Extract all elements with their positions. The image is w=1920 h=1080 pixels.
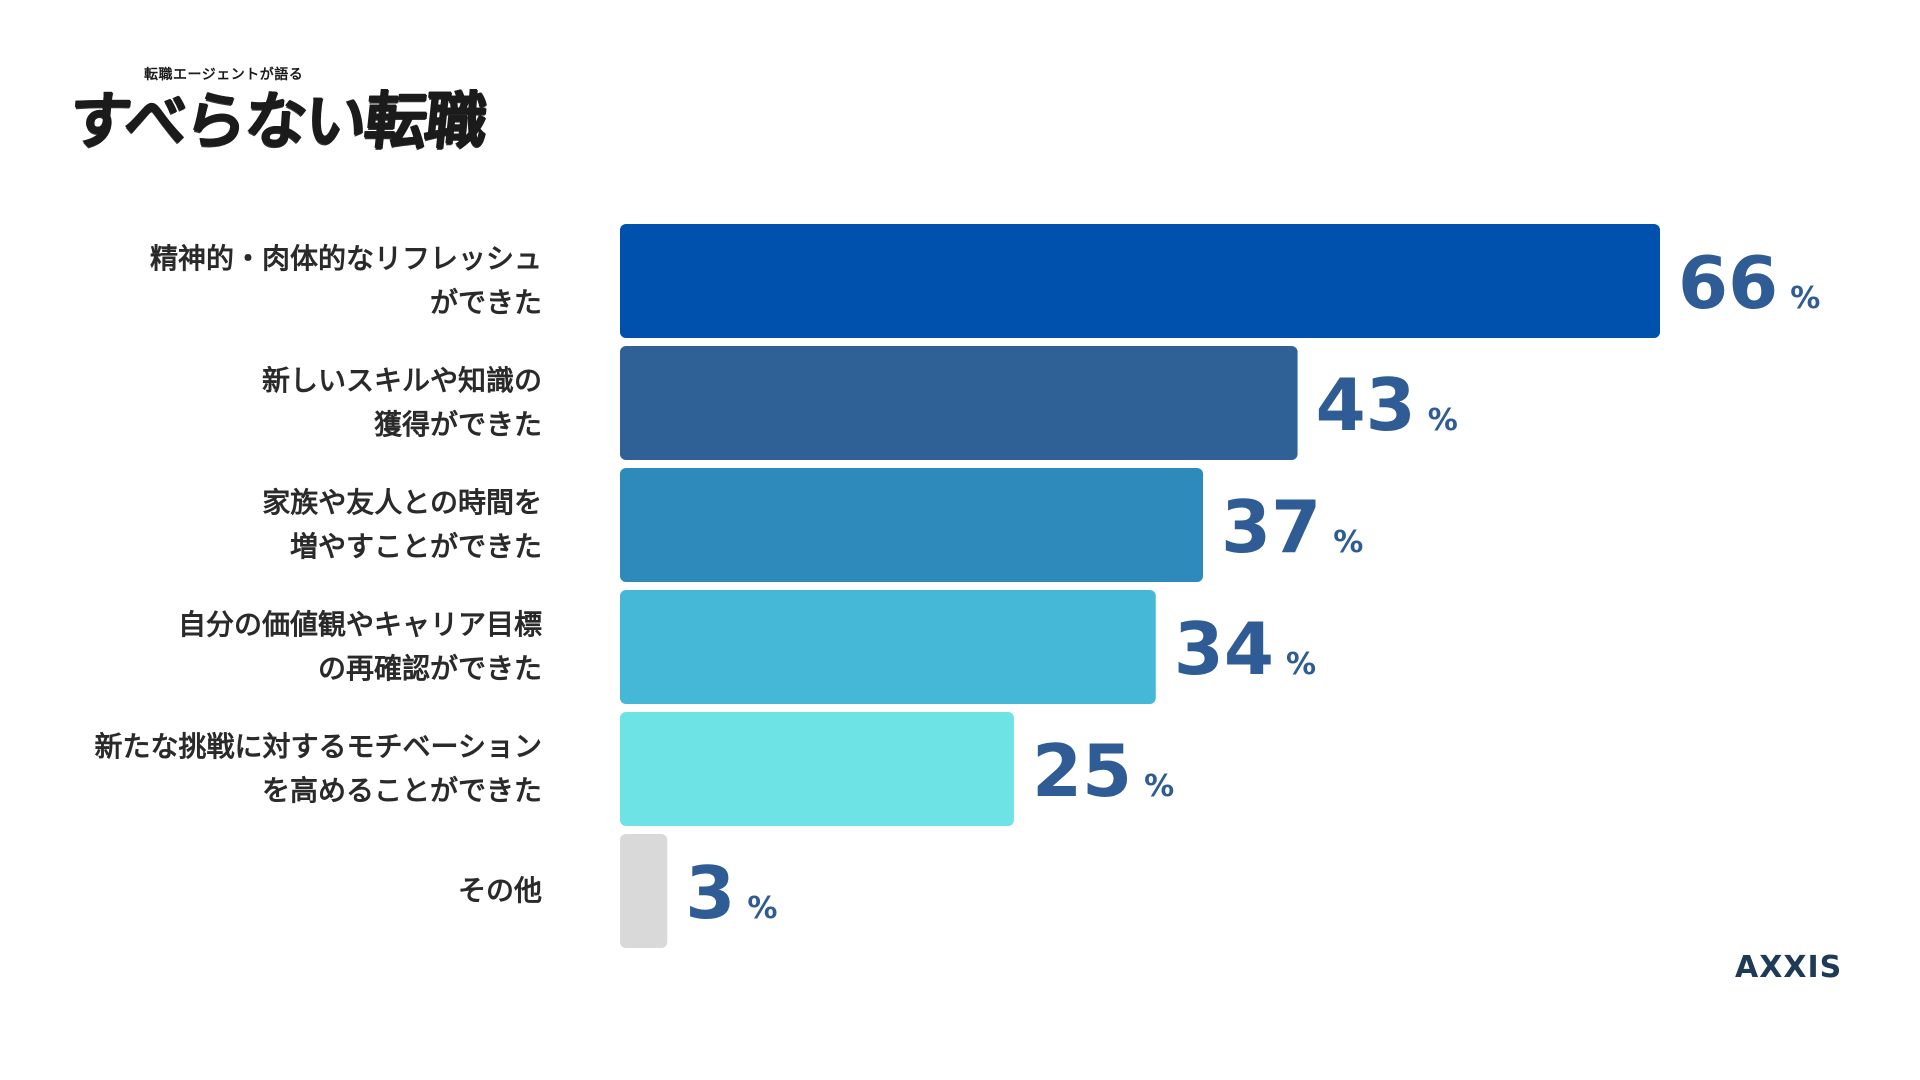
value-label-4: 34% [1174,607,1316,691]
value-number-4: 34 [1174,607,1274,691]
category-label-line: 自分の価値観やキャリア目標 [177,608,542,641]
category-label-line: を高めることができた [261,774,542,807]
category-label-line: 家族や友人との時間を [262,486,542,519]
bar-6 [620,834,668,948]
bar-5 [620,712,1014,826]
category-label-4: 自分の価値観やキャリア目標の再確認ができた [178,603,542,691]
value-number-6: 3 [685,851,735,935]
value-unit-5: % [1144,769,1174,804]
bar-4 [620,590,1156,704]
brand-logo: AXXIS [1735,950,1843,985]
value-label-3: 37% [1221,485,1363,569]
logo-subtitle: 転職エージェントが語る [144,67,304,83]
category-label-line: の再確認ができた [317,652,542,685]
category-label-line: ができた [429,286,542,319]
value-unit-2: % [1428,403,1458,438]
bar-2 [620,346,1298,460]
value-label-6: 3% [685,851,777,935]
category-label-line: 増やすことができた [289,530,542,563]
value-unit-6: % [747,891,777,926]
category-label-2: 新しいスキルや知識の獲得ができた [262,359,542,447]
value-label-5: 25% [1032,729,1174,813]
category-label-3: 家族や友人との時間を増やすことができた [262,481,542,569]
value-number-2: 43 [1316,363,1416,447]
category-label-line: 獲得ができた [373,408,542,441]
bar-3 [620,468,1204,582]
value-unit-1: % [1790,281,1820,316]
value-number-1: 66 [1678,241,1778,325]
category-label-line: 新たな挑戦に対するモチベーション [94,730,542,763]
category-label-6: その他 [458,869,542,913]
value-unit-4: % [1286,647,1316,682]
value-unit-3: % [1333,525,1363,560]
logo: 転職エージェントが語る すべらない転職 [66,58,489,158]
value-number-5: 25 [1032,729,1132,813]
category-label-1: 精神的・肉体的なリフレッシュができた [150,237,542,325]
category-label-line: 精神的・肉体的なリフレッシュ [149,242,542,275]
category-label-line: 新しいスキルや知識の [261,364,542,397]
bar-1 [620,224,1660,338]
value-label-2: 43% [1316,363,1458,447]
category-label-line: その他 [457,874,542,907]
value-number-3: 37 [1221,485,1321,569]
category-label-5: 新たな挑戦に対するモチベーションを高めることができた [95,725,542,813]
value-label-1: 66% [1678,241,1820,325]
